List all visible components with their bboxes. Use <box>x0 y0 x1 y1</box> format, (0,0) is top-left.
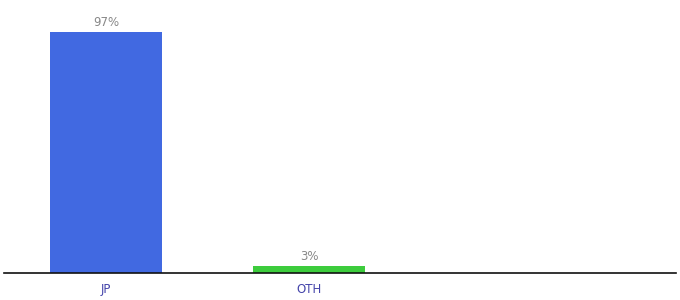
Text: 97%: 97% <box>93 16 119 28</box>
Bar <box>50 32 162 273</box>
Bar <box>254 266 365 273</box>
Text: 3%: 3% <box>300 250 319 263</box>
